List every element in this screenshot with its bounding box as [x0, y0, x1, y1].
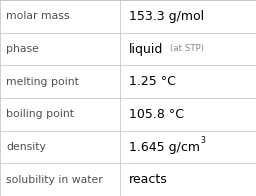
- Text: phase: phase: [6, 44, 39, 54]
- Text: boiling point: boiling point: [6, 109, 74, 119]
- Text: density: density: [6, 142, 46, 152]
- Text: solubility in water: solubility in water: [6, 175, 103, 185]
- Text: 105.8 °C: 105.8 °C: [129, 108, 184, 121]
- Text: (at STP): (at STP): [170, 44, 204, 54]
- Text: reacts: reacts: [129, 173, 168, 186]
- Text: 1.25 °C: 1.25 °C: [129, 75, 176, 88]
- Text: 153.3 g/mol: 153.3 g/mol: [129, 10, 204, 23]
- Text: melting point: melting point: [6, 77, 79, 87]
- Text: liquid: liquid: [129, 43, 164, 55]
- Text: molar mass: molar mass: [6, 11, 70, 21]
- Text: 3: 3: [200, 136, 205, 145]
- Text: 1.645 g/cm: 1.645 g/cm: [129, 141, 200, 153]
